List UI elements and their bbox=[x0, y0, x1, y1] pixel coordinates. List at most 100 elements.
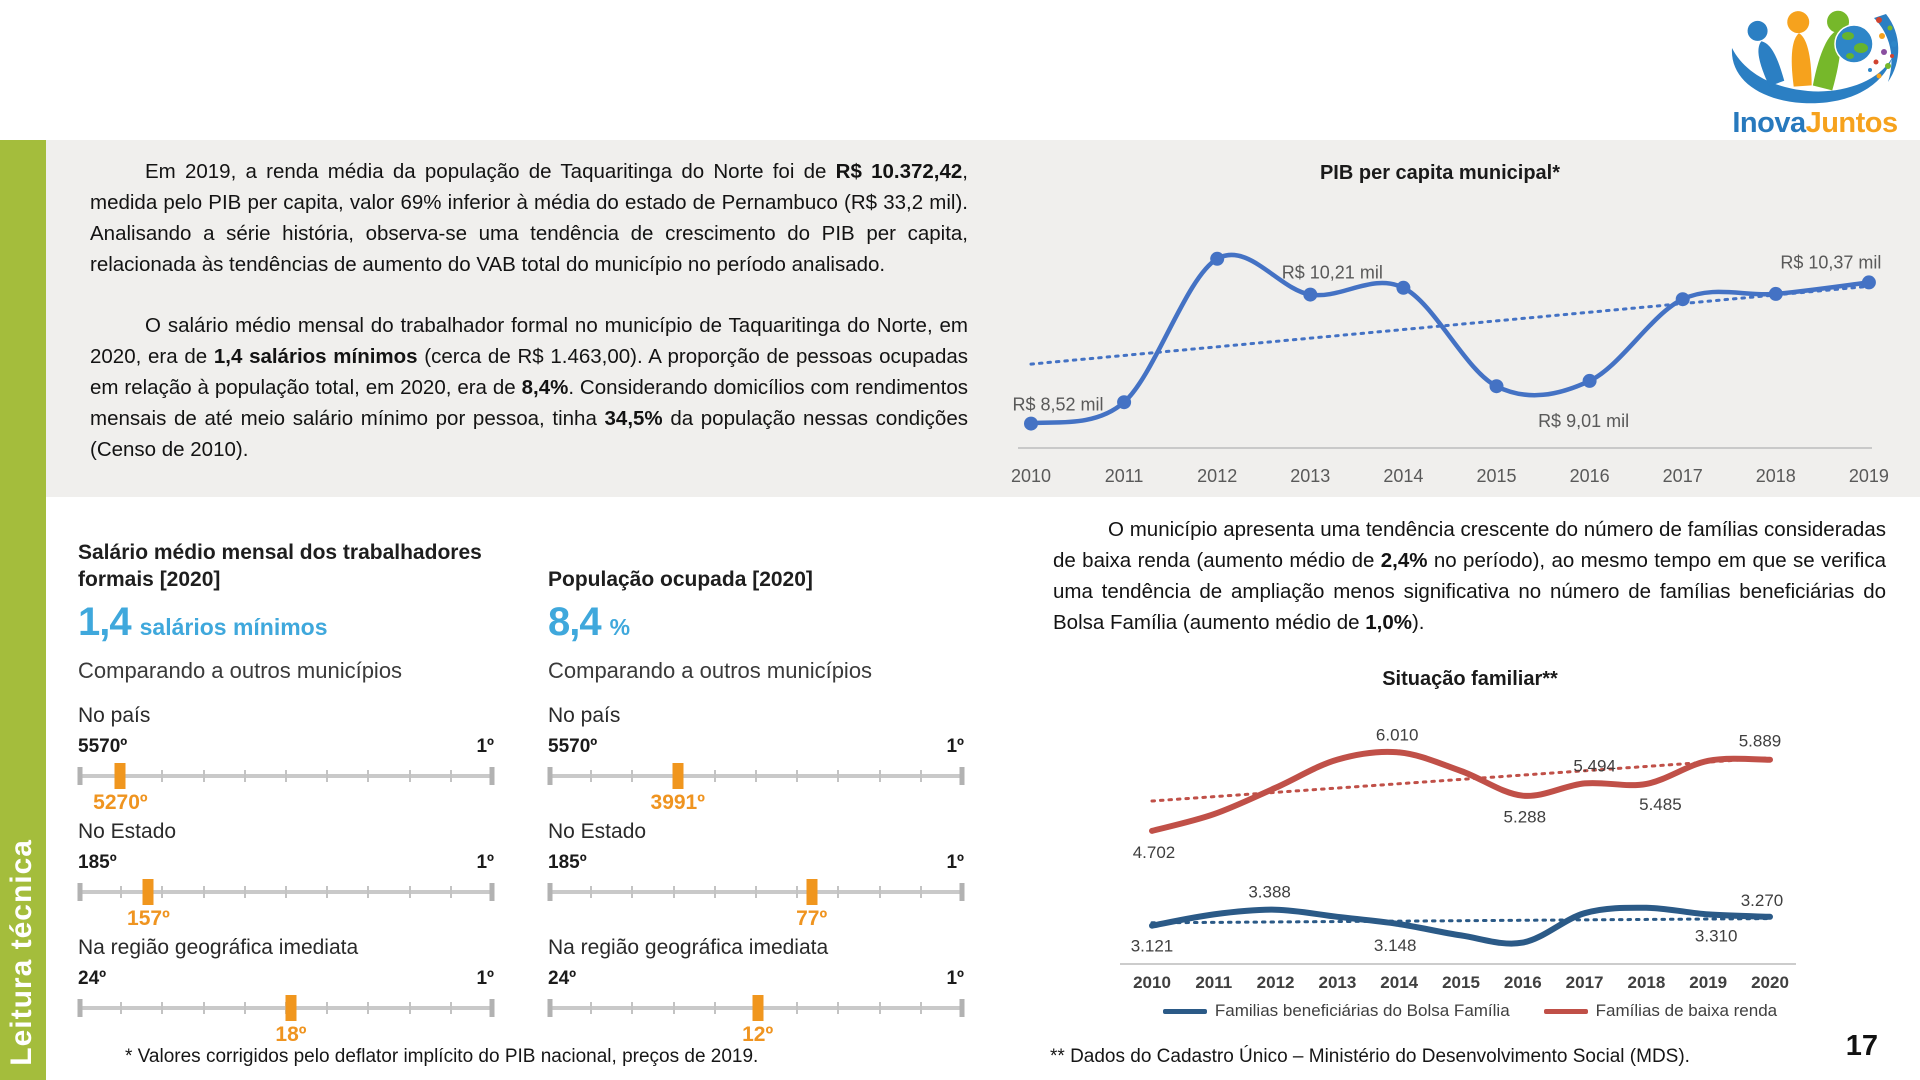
scale-marker-label-row: 18º bbox=[80, 1023, 492, 1048]
pib-year-2016: 2016 bbox=[1570, 466, 1610, 486]
situacao-line-0 bbox=[1149, 904, 1773, 947]
scale-tick bbox=[755, 886, 757, 898]
scale-best-rank: 1º bbox=[476, 736, 494, 757]
scale-worst-rank: 185º bbox=[548, 852, 587, 873]
scale-row-0-1: No Estado 185º 1º 157º bbox=[77, 820, 522, 932]
scale-tick bbox=[547, 883, 553, 901]
scale-tick bbox=[755, 770, 757, 782]
scale-track bbox=[547, 993, 965, 1023]
situacao-label-0-2020: 3.270 bbox=[1741, 891, 1784, 910]
pib-year-2019: 2019 bbox=[1849, 466, 1889, 486]
scale-tick bbox=[120, 886, 123, 898]
scale-tick bbox=[489, 767, 495, 785]
scale-tick bbox=[547, 767, 553, 785]
scale-endpoints: 24º 1º bbox=[78, 963, 494, 993]
scale-tick bbox=[878, 1002, 881, 1014]
scale-marker-icon bbox=[285, 995, 297, 1021]
scale-track bbox=[77, 761, 495, 791]
scale-row-1-2: Na região geográfica imediata 24º 1º 12º bbox=[547, 936, 992, 1048]
situacao-year-2014: 2014 bbox=[1380, 973, 1418, 992]
pib-year-2018: 2018 bbox=[1756, 466, 1796, 486]
scale-best-rank: 1º bbox=[476, 852, 494, 873]
stat-unit-0: salários mínimos bbox=[139, 614, 328, 640]
scale-tick bbox=[408, 770, 411, 782]
scale-row-1-1: No Estado 185º 1º 77º bbox=[547, 820, 992, 932]
scale-marker-label: 77º bbox=[796, 907, 828, 930]
familias-text-block: O município apresenta uma tendência cres… bbox=[1053, 514, 1886, 638]
inovajuntos-logo-icon bbox=[1731, 10, 1899, 104]
logo-wordmark: InovaJuntos bbox=[1724, 107, 1906, 140]
scale-tick bbox=[547, 999, 553, 1017]
scale-marker-icon bbox=[114, 763, 126, 789]
pib-year-2012: 2012 bbox=[1197, 466, 1237, 486]
logo-person-blue-icon bbox=[1747, 20, 1785, 87]
scale-endpoints: 185º 1º bbox=[78, 847, 494, 877]
situacao-label-1-2014: 6.010 bbox=[1376, 725, 1419, 744]
scale-tick bbox=[449, 886, 452, 898]
scale-endpoints: 5570º 1º bbox=[78, 731, 494, 761]
scale-marker-icon bbox=[142, 879, 154, 905]
scale-row-0-2: Na região geográfica imediata 24º 1º 18º bbox=[77, 936, 522, 1048]
logo-person-orange-icon bbox=[1787, 11, 1812, 87]
pib-year-2015: 2015 bbox=[1476, 466, 1516, 486]
scale-marker-label-row: 12º bbox=[550, 1023, 962, 1048]
familias-paragraph: O município apresenta uma tendência cres… bbox=[1053, 518, 1886, 634]
scale-marker-label-row: 5270º bbox=[80, 791, 492, 816]
scale-marker-label: 5270º bbox=[93, 791, 148, 814]
situacao-year-2018: 2018 bbox=[1627, 973, 1665, 992]
scale-tick bbox=[590, 770, 593, 782]
scale-tick bbox=[796, 886, 799, 898]
scale-best-rank: 1º bbox=[476, 968, 494, 989]
scale-endpoints: 5570º 1º bbox=[548, 731, 964, 761]
situacao-label-0-2012: 3.388 bbox=[1248, 883, 1291, 902]
scale-row-label: No país bbox=[548, 704, 621, 727]
intro-text-block: Em 2019, a renda média da população de T… bbox=[90, 156, 968, 465]
scale-tick bbox=[878, 770, 881, 782]
scale-worst-rank: 24º bbox=[548, 968, 577, 989]
scale-tick bbox=[243, 770, 246, 782]
scale-tick bbox=[713, 770, 716, 782]
pib-point-2017 bbox=[1675, 292, 1690, 307]
scale-track bbox=[547, 877, 965, 907]
stat-value-row-0: 1,4 salários mínimos bbox=[78, 594, 522, 644]
scale-best-rank: 1º bbox=[946, 968, 964, 989]
pib-point-2011 bbox=[1117, 395, 1132, 410]
stat-column-populacao: População ocupada [2020] 8,4% Comparando a… bbox=[547, 538, 992, 1052]
situacao-year-2016: 2016 bbox=[1504, 973, 1542, 992]
scale-tick bbox=[77, 883, 83, 901]
scale-tick bbox=[243, 886, 246, 898]
scale-marker-icon bbox=[672, 763, 684, 789]
scale-tick bbox=[285, 770, 287, 782]
scale-marker-label: 157º bbox=[127, 907, 170, 930]
scale-tick bbox=[326, 1002, 329, 1014]
scale-track bbox=[77, 877, 495, 907]
scale-marker-label-row: 77º bbox=[550, 907, 962, 932]
scale-worst-rank: 5570º bbox=[548, 736, 598, 757]
scale-tick bbox=[367, 770, 370, 782]
legend-label-baixa-renda: Famílias de baixa renda bbox=[1595, 1001, 1778, 1020]
scale-tick bbox=[202, 886, 205, 898]
footnote-cadastro: ** Dados do Cadastro Único – Ministério … bbox=[1050, 1046, 1690, 1067]
situacao-year-2017: 2017 bbox=[1566, 973, 1604, 992]
pib-chart-title: PIB per capita municipal* bbox=[1319, 162, 1561, 184]
logo-swoosh-icon bbox=[1731, 48, 1892, 104]
pib-label-2013: R$ 10,21 mil bbox=[1282, 263, 1383, 283]
logo-dots-icon bbox=[1868, 17, 1897, 79]
scale-marker-label-row: 3991º bbox=[550, 791, 962, 816]
scale-tick bbox=[326, 770, 329, 782]
pib-year-2014: 2014 bbox=[1383, 466, 1423, 486]
scale-worst-rank: 24º bbox=[78, 968, 107, 989]
legend-swatch-blue-icon bbox=[1162, 1008, 1207, 1014]
pib-year-2011: 2011 bbox=[1105, 466, 1144, 486]
pib-chart-plot: 2010 2011 2012 2013 2014 2015 2016 2017 2018 2019… bbox=[1011, 251, 1889, 486]
scale-tick bbox=[796, 770, 799, 782]
situacao-label-1-2017: 5.494 bbox=[1573, 756, 1616, 775]
legend-item-bolsa-familia: Familias beneficiárias do Bolsa Família bbox=[1162, 1001, 1510, 1021]
scale-tick bbox=[631, 1002, 634, 1014]
pib-label-2010: R$ 8,52 mil bbox=[1012, 395, 1103, 415]
scale-tick bbox=[161, 1002, 164, 1014]
scale-row-label: Na região geográfica imediata bbox=[548, 936, 829, 959]
scale-marker-label: 3991º bbox=[650, 791, 705, 814]
scale-marker-label: 18º bbox=[275, 1023, 307, 1046]
scale-tick bbox=[713, 1002, 716, 1014]
